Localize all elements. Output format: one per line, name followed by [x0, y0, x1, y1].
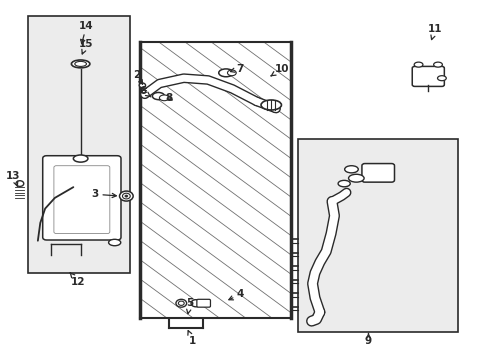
- Ellipse shape: [261, 100, 281, 110]
- Ellipse shape: [337, 180, 349, 187]
- Ellipse shape: [119, 191, 133, 201]
- Text: 5: 5: [186, 298, 193, 314]
- FancyBboxPatch shape: [197, 299, 210, 307]
- Ellipse shape: [16, 181, 24, 186]
- Ellipse shape: [73, 155, 88, 162]
- Ellipse shape: [71, 60, 90, 68]
- Ellipse shape: [159, 95, 169, 101]
- Ellipse shape: [344, 166, 358, 173]
- FancyBboxPatch shape: [411, 66, 444, 86]
- Ellipse shape: [124, 195, 127, 197]
- Ellipse shape: [191, 300, 201, 307]
- Ellipse shape: [139, 83, 145, 87]
- Ellipse shape: [122, 193, 130, 199]
- FancyBboxPatch shape: [361, 163, 394, 182]
- Text: 14: 14: [79, 21, 94, 44]
- Bar: [297, 139, 458, 332]
- Ellipse shape: [75, 62, 86, 66]
- Text: 10: 10: [270, 64, 289, 76]
- Ellipse shape: [176, 299, 186, 307]
- Text: 12: 12: [70, 273, 85, 287]
- Text: 9: 9: [364, 334, 371, 346]
- Ellipse shape: [108, 239, 121, 246]
- Ellipse shape: [152, 93, 164, 100]
- Ellipse shape: [437, 76, 446, 81]
- Text: 13: 13: [6, 171, 21, 186]
- Text: 7: 7: [230, 64, 243, 73]
- Bar: [28, 16, 130, 273]
- Text: 15: 15: [79, 39, 94, 54]
- Text: 6: 6: [140, 86, 151, 97]
- FancyBboxPatch shape: [54, 166, 110, 234]
- Text: 11: 11: [427, 24, 442, 40]
- Text: 1: 1: [187, 330, 196, 346]
- Ellipse shape: [433, 62, 442, 67]
- Text: 2: 2: [133, 69, 142, 84]
- Text: 4: 4: [228, 289, 244, 300]
- Ellipse shape: [178, 301, 184, 305]
- FancyBboxPatch shape: [42, 156, 121, 240]
- Ellipse shape: [413, 62, 422, 67]
- Ellipse shape: [218, 69, 233, 77]
- Ellipse shape: [227, 70, 236, 76]
- Text: 3: 3: [91, 189, 116, 199]
- Ellipse shape: [348, 174, 364, 182]
- Text: 8: 8: [165, 93, 172, 103]
- Bar: [140, 42, 290, 318]
